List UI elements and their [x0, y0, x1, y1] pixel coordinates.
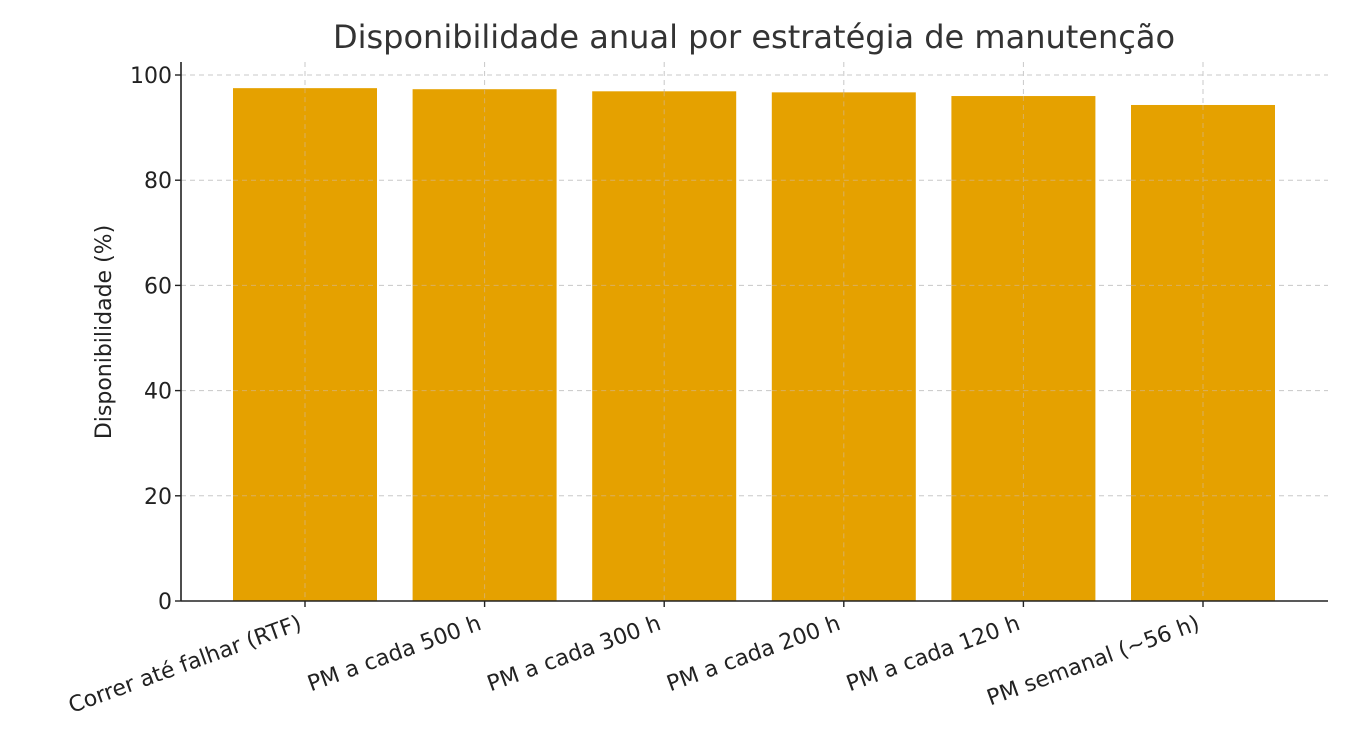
y-tick-label: 80: [144, 169, 172, 194]
y-tick-label: 0: [158, 590, 172, 615]
x-tick-label: PM a cada 200 h: [664, 611, 844, 697]
y-tick-label: 20: [144, 485, 172, 510]
y-axis-label: Disponibilidade (%): [92, 225, 117, 439]
x-tick-label: Correr até falhar (RTF): [65, 611, 305, 719]
chart-title: Disponibilidade anual por estratégia de …: [333, 18, 1175, 56]
y-axis-ticks: 0 20 40 60 80 100: [130, 64, 181, 615]
bars: [233, 88, 1275, 602]
y-tick-label: 100: [130, 64, 172, 89]
x-axis-ticks: Correr até falhar (RTF) PM a cada 500 h PM…: [65, 601, 1204, 719]
x-tick-label: PM a cada 300 h: [484, 611, 664, 697]
x-tick-label: PM a cada 500 h: [304, 611, 484, 697]
y-tick-label: 40: [144, 380, 172, 405]
axes: [180, 62, 1328, 602]
y-tick-label: 60: [144, 274, 172, 299]
